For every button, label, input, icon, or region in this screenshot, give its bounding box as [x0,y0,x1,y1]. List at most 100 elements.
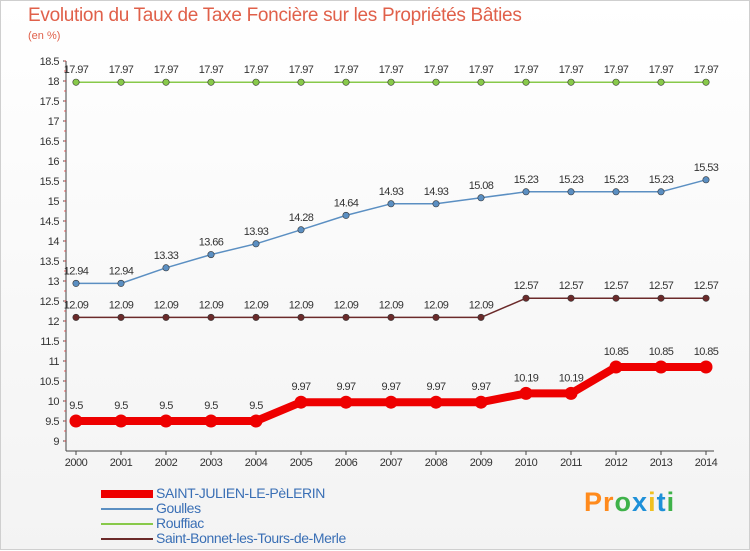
data-point [432,78,440,86]
data-point [207,251,215,259]
data-point [522,188,530,196]
data-label: 17.97 [604,64,629,76]
y-tick-label: 12.5 [40,296,60,308]
data-label: 15.53 [694,162,719,174]
data-point [117,78,125,86]
y-tick-label: 17 [48,116,60,128]
y-tick-label: 14.5 [40,216,60,228]
data-point [342,313,350,321]
data-label: 15.23 [649,174,674,186]
data-point [72,78,80,86]
y-tick-label: 9.5 [45,416,59,428]
data-point [609,360,623,374]
data-label: 10.19 [514,372,539,384]
logo-letter: o [614,487,633,517]
data-point [429,395,443,409]
data-point [249,414,263,428]
data-point [612,188,620,196]
legend-swatch [101,508,153,510]
data-point [162,78,170,86]
logo-letter: x [632,487,649,517]
data-point [297,226,305,234]
data-label: 17.97 [469,64,494,76]
data-label: 17.97 [649,64,674,76]
x-tick-label: 2006 [335,457,358,469]
data-label: 14.28 [289,212,314,224]
legend-label: Saint-Bonnet-les-Tours-de-Merle [156,530,346,546]
data-point [522,294,530,302]
data-point [654,360,668,374]
data-label: 17.97 [244,64,269,76]
data-point [342,211,350,219]
data-point [567,294,575,302]
data-point [474,395,488,409]
y-tick-label: 16 [48,156,60,168]
data-label: 12.09 [154,299,179,311]
data-point [297,78,305,86]
data-label: 12.57 [649,280,674,292]
data-point [117,279,125,287]
data-point [477,78,485,86]
data-label: 12.09 [109,299,134,311]
y-tick-label: 13 [48,276,60,288]
data-point [342,78,350,86]
data-label: 17.97 [64,64,89,76]
y-tick-label: 9 [53,436,59,448]
data-point [477,313,485,321]
y-tick-label: 10 [48,396,60,408]
data-label: 9.97 [381,381,400,393]
data-point [384,395,398,409]
x-tick-label: 2002 [155,457,178,469]
data-point [432,200,440,208]
data-point [162,313,170,321]
data-label: 17.97 [694,64,719,76]
y-tick-label: 15 [48,196,60,208]
y-tick-label: 13.5 [40,256,60,268]
data-point [72,313,80,321]
data-point [159,414,173,428]
data-point [657,78,665,86]
data-label: 17.97 [334,64,359,76]
data-label: 12.09 [469,299,494,311]
data-point [207,78,215,86]
y-tick-label: 18.5 [40,56,60,68]
logo-letter: P [584,487,604,517]
x-tick-label: 2000 [65,457,88,469]
data-point [339,395,353,409]
y-tick-label: 14 [48,236,60,248]
data-label: 13.93 [244,226,269,238]
data-point [252,313,260,321]
data-point [567,78,575,86]
data-label: 10.85 [649,346,674,358]
data-point [387,78,395,86]
data-label: 15.23 [604,174,629,186]
y-tick-label: 10.5 [40,376,60,388]
data-point [519,386,533,400]
logo-letter: r [603,487,615,517]
data-point [297,313,305,321]
data-label: 17.97 [424,64,449,76]
logo-letter: i [666,487,676,517]
data-label: 12.09 [289,299,314,311]
data-label: 17.97 [514,64,539,76]
data-label: 17.97 [289,64,314,76]
data-point [522,78,530,86]
data-point [252,78,260,86]
data-point [294,395,308,409]
y-tick-label: 11 [49,356,60,368]
data-label: 12.09 [334,299,359,311]
x-tick-label: 2005 [290,457,313,469]
data-label: 17.97 [154,64,179,76]
data-point [387,200,395,208]
data-point [477,194,485,202]
data-point [657,188,665,196]
data-label: 9.5 [249,400,263,412]
data-point [207,313,215,321]
legend-swatch [101,490,153,498]
legend-label: Rouffiac [156,515,204,531]
data-label: 9.97 [291,381,310,393]
data-point [657,294,665,302]
data-point [162,264,170,272]
legend-label: SAINT-JULIEN-LE-PèLERIN [156,485,325,501]
